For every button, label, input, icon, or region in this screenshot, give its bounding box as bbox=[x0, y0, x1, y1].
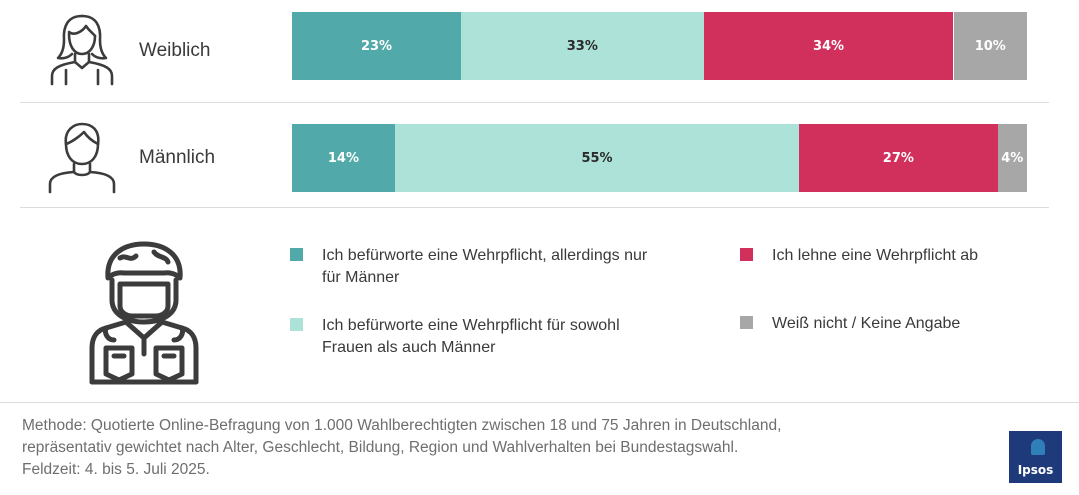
logo-text: Ipsos bbox=[1017, 463, 1054, 477]
bar-segment-männlich-3: 27% bbox=[799, 124, 998, 192]
bar-value-label: 10% bbox=[974, 38, 1006, 54]
bar-value-label: 34% bbox=[812, 38, 845, 54]
legend-swatch bbox=[290, 318, 303, 331]
row-label-maennlich: Männlich bbox=[139, 147, 216, 168]
legend-swatch bbox=[740, 316, 753, 329]
footnote-line: Methode: Quotierte Online-Befragung von … bbox=[22, 417, 782, 434]
legend-label: Ich befürworte eine Wehrpflicht für sowo… bbox=[322, 317, 620, 334]
bar-value-label: 4% bbox=[1001, 150, 1024, 166]
legend-label: für Männer bbox=[322, 269, 400, 286]
ipsos-logo: Ipsos bbox=[1009, 431, 1062, 483]
bar-segment-weiblich-1: 23% bbox=[292, 12, 462, 80]
legend-item-unknown: Weiß nicht / Keine Angabe bbox=[740, 313, 960, 335]
methodology-footnote: Methode: Quotierte Online-Befragung von … bbox=[22, 415, 781, 481]
bar-value-label: 27% bbox=[882, 150, 914, 166]
legend-label: Weiß nicht / Keine Angabe bbox=[772, 315, 961, 332]
bar-value-label: 55% bbox=[581, 150, 613, 166]
bar-value-label: 14% bbox=[327, 150, 359, 166]
bar-segment-männlich-4: 4% bbox=[997, 124, 1027, 192]
bar-maennlich: 14% 55% 27% 4% bbox=[292, 124, 1027, 192]
legend-item-only-men: Ich befürworte eine Wehrpflicht, allerdi… bbox=[290, 245, 647, 289]
row-label-weiblich: Weiblich bbox=[139, 40, 211, 61]
bar-segment-weiblich-4: 10% bbox=[953, 12, 1027, 80]
logo-mark bbox=[1031, 439, 1045, 455]
row-divider bbox=[20, 102, 1049, 103]
bar-value-label: 23% bbox=[360, 38, 393, 54]
footnote-line: repräsentativ gewichtet nach Alter, Gesc… bbox=[22, 439, 739, 456]
man-icon bbox=[44, 120, 120, 199]
legend-label: Ich lehne eine Wehrpflicht ab bbox=[772, 247, 979, 264]
legend-item-both: Ich befürworte eine Wehrpflicht für sowo… bbox=[290, 315, 620, 359]
footer-divider bbox=[0, 402, 1079, 403]
soldier-icon bbox=[84, 236, 204, 391]
bar-weiblich: 23% 33% 34% 10% bbox=[292, 12, 1027, 80]
bar-segment-männlich-2: 55% bbox=[394, 124, 800, 192]
row-divider bbox=[20, 207, 1049, 208]
legend-swatch bbox=[290, 248, 303, 261]
bar-value-label: 33% bbox=[566, 38, 598, 54]
legend-item-against: Ich lehne eine Wehrpflicht ab bbox=[740, 245, 978, 267]
bar-segment-weiblich-2: 33% bbox=[461, 12, 704, 80]
legend-label: Frauen als auch Männer bbox=[322, 339, 496, 356]
legend-swatch bbox=[740, 248, 753, 261]
bar-segment-männlich-1: 14% bbox=[292, 124, 395, 192]
footnote-line: Feldzeit: 4. bis 5. Juli 2025. bbox=[22, 461, 210, 478]
bar-segment-weiblich-3: 34% bbox=[703, 12, 954, 80]
legend-label: Ich befürworte eine Wehrpflicht, allerdi… bbox=[322, 247, 648, 264]
woman-icon bbox=[44, 12, 120, 91]
